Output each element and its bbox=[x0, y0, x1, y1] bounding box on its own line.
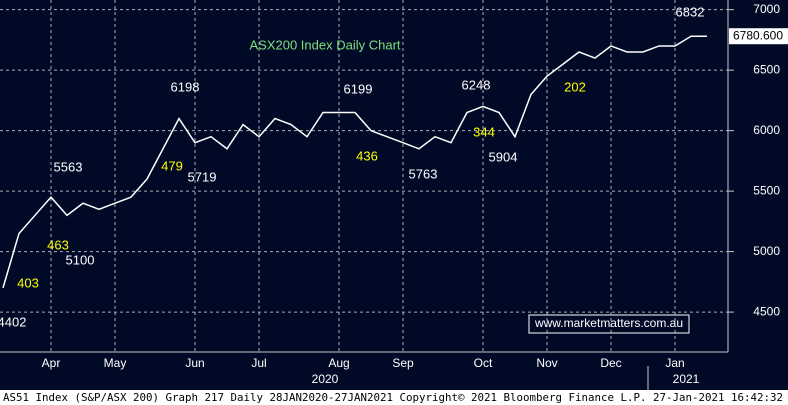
annotation: 5563 bbox=[54, 159, 83, 174]
annotation: 6832 bbox=[676, 4, 705, 19]
x-tick-label: Sep bbox=[392, 356, 414, 370]
plot-background bbox=[0, 0, 788, 390]
x-tick-label: Nov bbox=[536, 356, 557, 370]
y-tick-label: 5000 bbox=[753, 244, 780, 258]
annotation: 6198 bbox=[171, 79, 200, 94]
annotation: 479 bbox=[161, 158, 183, 173]
x-tick-label: Oct bbox=[474, 356, 493, 370]
annotation: 344 bbox=[473, 124, 495, 139]
x-tick-label: Dec bbox=[600, 356, 621, 370]
last-price-box bbox=[729, 28, 788, 45]
year-label: 2021 bbox=[673, 372, 700, 386]
annotation: 463 bbox=[47, 237, 69, 252]
y-tick-label: 7000 bbox=[753, 2, 780, 16]
x-tick-label: May bbox=[104, 356, 127, 370]
annotation: 6199 bbox=[344, 81, 373, 96]
footer-background bbox=[0, 390, 788, 405]
year-label: 2020 bbox=[312, 372, 339, 386]
website: www.marketmatters.com.au bbox=[534, 316, 683, 330]
y-tick-label: 5500 bbox=[753, 183, 780, 197]
x-tick-label: Jun bbox=[185, 356, 204, 370]
annotation: 5763 bbox=[409, 166, 438, 181]
annotation: 5100 bbox=[66, 252, 95, 267]
price-line bbox=[2, 35, 708, 289]
annotation: 202 bbox=[564, 79, 586, 94]
last-price-label: 6780.600 bbox=[733, 28, 783, 42]
x-tick-label: Jul bbox=[251, 356, 266, 370]
annotation: 403 bbox=[17, 275, 39, 290]
annotation: 4402 bbox=[0, 314, 26, 329]
annotation: 6248 bbox=[462, 77, 491, 92]
y-tick-label: 6500 bbox=[753, 62, 780, 76]
footer: AS51 Index (S&P/ASX 200) Graph 217 Daily… bbox=[3, 391, 783, 404]
x-tick-label: Aug bbox=[328, 356, 349, 370]
chart-title: ASX200 Index Daily Chart bbox=[249, 37, 400, 52]
website-box bbox=[528, 314, 690, 334]
y-tick-label: 6000 bbox=[753, 123, 780, 137]
y-tick-label: 4500 bbox=[753, 304, 780, 318]
x-tick-label: Jan bbox=[665, 356, 684, 370]
annotation: 5904 bbox=[489, 149, 518, 164]
annotation: 5719 bbox=[188, 169, 217, 184]
x-tick-label: Apr bbox=[42, 356, 61, 370]
annotation: 436 bbox=[356, 148, 378, 163]
